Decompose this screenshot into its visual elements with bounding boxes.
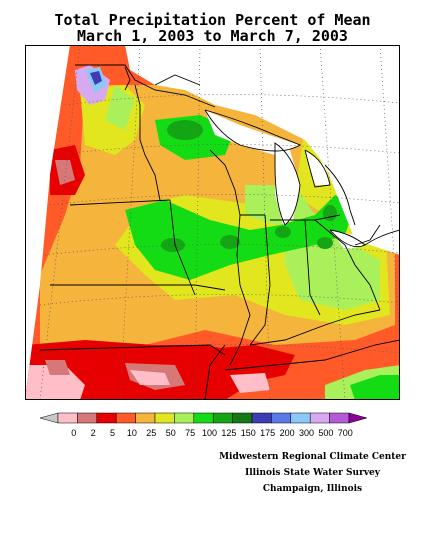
legend-swatch [57,412,78,424]
legend-swatch [251,412,272,424]
legend-label: 700 [338,428,353,438]
legend-label: 2 [91,428,96,438]
legend-swatch [135,412,156,424]
map-frame [25,45,400,400]
legend-swatch [232,412,253,424]
credit-line-1: Midwestern Regional Climate Center [219,452,406,462]
legend-label: 175 [260,428,275,438]
legend-above-max-arrow [348,412,368,424]
legend-below-min-arrow [39,412,59,424]
map-title-line-2: March 1, 2003 to March 7, 2003 [77,27,348,45]
legend-label: 500 [318,428,333,438]
legend-swatch [290,412,311,424]
legend-label: 75 [185,428,195,438]
map-title-line-1: Total Precipitation Percent of Mean [54,11,371,29]
credit-line-3: Champaign, Illinois [262,484,363,494]
legend-label: 150 [241,428,256,438]
lake-shorelines [124,66,400,248]
legend-label: 0 [71,428,76,438]
state-boundaries [39,64,400,400]
legend-label: 10 [127,428,137,438]
legend-swatch [174,412,195,424]
legend-swatch [271,412,292,424]
legend-swatch [309,412,330,424]
legend-swatch [193,412,214,424]
legend-label: 5 [110,428,115,438]
legend-swatch [115,412,136,424]
legend-label: 50 [166,428,176,438]
legend-label: 25 [146,428,156,438]
legend-label: 300 [299,428,314,438]
legend-swatch [154,412,175,424]
legend-label: 100 [202,428,217,438]
precipitation-map [25,45,400,400]
legend-swatch [77,412,98,424]
legend-label: 125 [221,428,236,438]
legend-label: 200 [280,428,295,438]
color-legend: 0 2 5 10 25 50 75 100 125 150 175 200 300 500 700 [39,412,368,438]
legend-swatch [212,412,233,424]
legend-swatch [329,412,350,424]
legend-swatch [96,412,117,424]
lat-lon-grid [34,45,400,400]
credit-line-2: Illinois State Water Survey [244,468,381,478]
